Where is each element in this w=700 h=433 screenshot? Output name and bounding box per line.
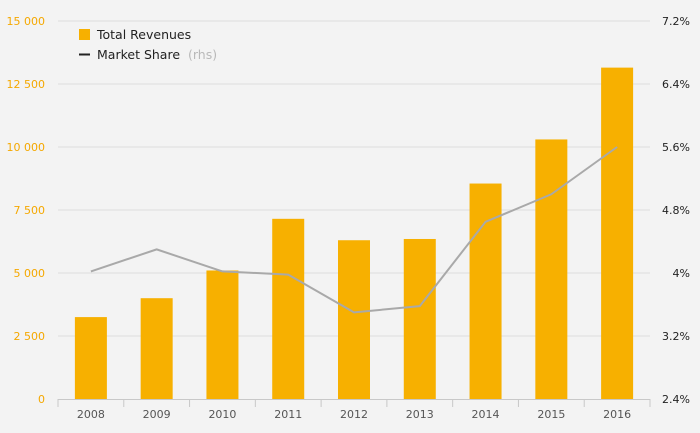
- bar-2015: [535, 139, 568, 399]
- bar-2009: [140, 298, 173, 399]
- market-share-series-line: [90, 146, 618, 314]
- left-y-tick-label: 7 500: [14, 204, 46, 217]
- left-y-tick-label: 10 000: [7, 141, 46, 154]
- right-y-tick-label: 2.4%: [662, 393, 690, 406]
- left-y-axis: 0 2 500 5 000 7 500 10 000 12 500 15 000: [7, 15, 46, 406]
- legend-swatch-total-revenues: [79, 29, 90, 40]
- bar-2010: [206, 270, 239, 399]
- left-y-tick-label: 12 500: [7, 78, 46, 91]
- x-tick-label-2015: 2015: [537, 408, 565, 421]
- bar-2014: [469, 183, 502, 399]
- bar-2016: [601, 67, 634, 400]
- x-tick-label-2012: 2012: [340, 408, 368, 421]
- x-axis: 2008 2009 2010 2011 2012 2013 2014 2015 2016: [57, 399, 651, 421]
- legend: Total Revenues Market Share (rhs): [79, 27, 217, 63]
- bar-2012: [338, 240, 370, 399]
- right-y-tick-label: 7.2%: [662, 15, 690, 28]
- left-y-tick-label: 5 000: [14, 267, 46, 280]
- x-tick-label-2011: 2011: [274, 408, 302, 421]
- x-tick-label-2008: 2008: [77, 408, 105, 421]
- right-y-tick-label: 4%: [673, 267, 690, 280]
- legend-label-market-share: Market Share (rhs): [97, 46, 217, 63]
- bar-2008: [74, 317, 107, 399]
- x-tick-label-2010: 2010: [208, 408, 236, 421]
- x-tick-label-2014: 2014: [472, 408, 500, 421]
- right-y-tick-label: 3.2%: [662, 330, 690, 343]
- legend-market-share-note: (rhs): [188, 47, 217, 62]
- x-tick-label-2009: 2009: [143, 408, 171, 421]
- legend-label-total-revenues: Total Revenues: [96, 27, 191, 42]
- right-y-axis: 2.4% 3.2% 4% 4.8% 5.6% 6.4% 7.2%: [662, 15, 690, 406]
- revenue-bars: [74, 67, 634, 400]
- bar-2011: [272, 218, 305, 399]
- market-share-line: [90, 146, 618, 314]
- left-y-tick-label: 0: [38, 393, 45, 406]
- x-tick-label-2013: 2013: [406, 408, 434, 421]
- legend-market-share-text: Market Share: [97, 47, 180, 62]
- left-y-tick-label: 2 500: [14, 330, 46, 343]
- right-y-tick-label: 5.6%: [662, 141, 690, 154]
- right-y-tick-label: 4.8%: [662, 204, 690, 217]
- bar-2013: [403, 238, 436, 399]
- right-y-tick-label: 6.4%: [662, 78, 690, 91]
- left-y-tick-label: 15 000: [7, 15, 46, 28]
- x-tick-label-2016: 2016: [603, 408, 631, 421]
